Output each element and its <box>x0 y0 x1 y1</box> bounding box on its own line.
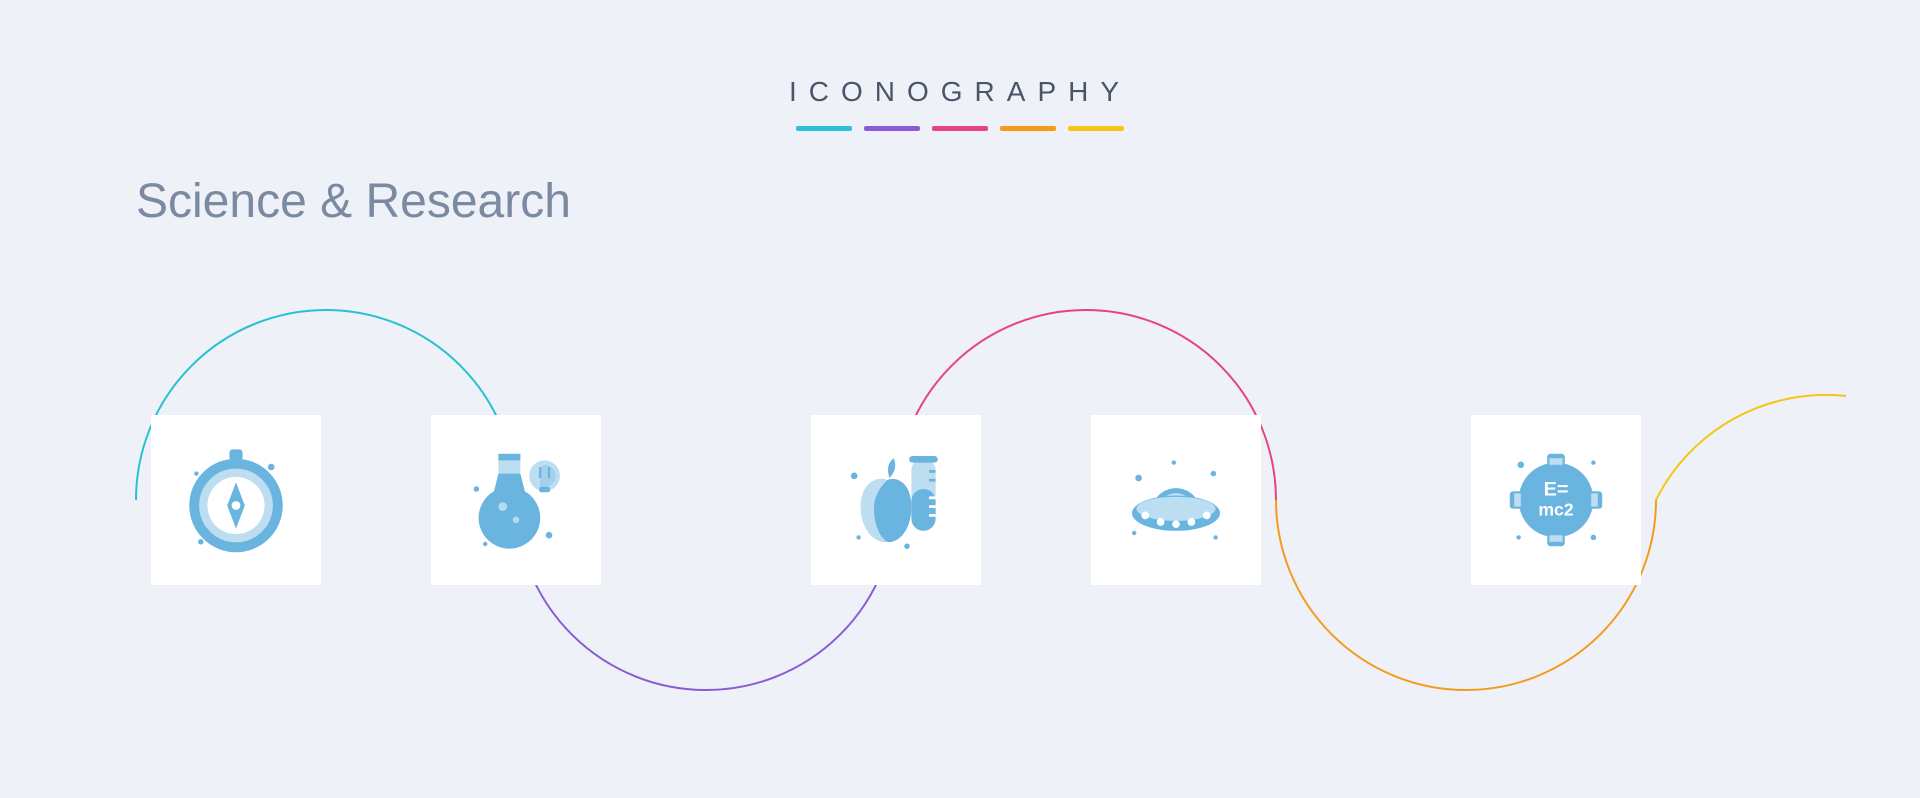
icon-card-ufo <box>1091 415 1261 585</box>
formula-line1: E= <box>1544 479 1569 501</box>
icon-cards-layer: E= mc2 <box>0 0 1920 798</box>
icon-card-flask-idea <box>431 415 601 585</box>
flask-idea-icon <box>461 445 571 555</box>
apple-tube-icon <box>841 445 951 555</box>
compass-icon <box>181 445 291 555</box>
formula-icon: E= mc2 <box>1501 445 1611 555</box>
icon-card-apple-tube <box>811 415 981 585</box>
icon-card-compass <box>151 415 321 585</box>
ufo-icon <box>1121 445 1231 555</box>
icon-card-formula: E= mc2 <box>1471 415 1641 585</box>
formula-line2: mc2 <box>1538 499 1573 519</box>
